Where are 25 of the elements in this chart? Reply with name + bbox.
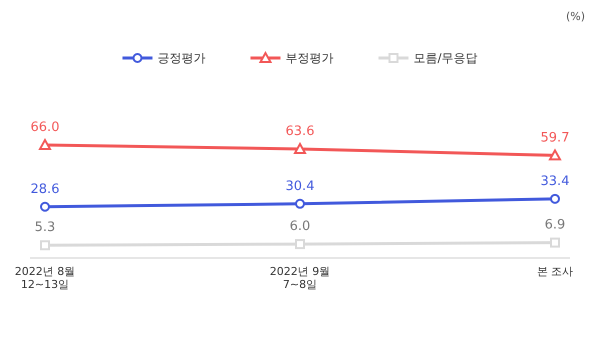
point [294, 142, 306, 154]
point [39, 139, 51, 150]
legend-label: 부정평가 [285, 51, 334, 65]
point [549, 149, 561, 160]
data-label: 28.6 [30, 182, 60, 197]
data-label: 6.0 [290, 219, 310, 234]
x-tick-label: 본 조사 [536, 265, 574, 278]
data-label: 33.4 [540, 174, 570, 189]
x-tick-label: 2022년 8월 12~13일 [14, 265, 76, 292]
data-label: 63.6 [286, 124, 314, 139]
legend-label: 모름/무응답 [413, 51, 478, 65]
data-label: 30.4 [286, 178, 314, 194]
point [40, 240, 50, 250]
point [550, 238, 560, 248]
point [550, 194, 560, 204]
point [295, 239, 305, 250]
point [40, 202, 50, 212]
legend-label: 긍정평가 [157, 51, 206, 65]
data-label: 59.7 [540, 130, 570, 146]
data-label: 5.3 [34, 220, 56, 236]
text: (%) [566, 10, 585, 23]
data-label: 66.0 [30, 120, 60, 135]
x-tick-label: 2022년 9월 7~8일 [270, 265, 330, 292]
data-label: 6.9 [544, 218, 566, 233]
point [295, 198, 305, 209]
